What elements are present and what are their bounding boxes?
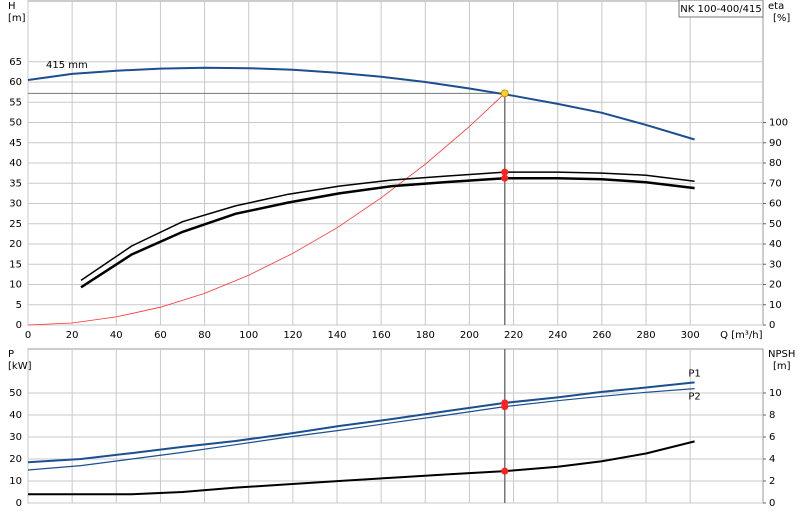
title-box — [678, 0, 764, 18]
curve — [28, 440, 695, 496]
y2-tick-label: 60 — [769, 199, 782, 210]
y-tick-label: 0 — [16, 320, 22, 331]
x-tick-label: 300 — [681, 330, 700, 341]
y-tick-label: 40 — [9, 410, 22, 421]
point — [500, 89, 509, 98]
curve — [80, 171, 695, 282]
y-tick-label: 65 — [9, 57, 22, 68]
x-tick-label: 160 — [372, 330, 391, 341]
y-axis-label: P — [8, 349, 14, 360]
curve — [27, 381, 695, 464]
y2-tick-label: 20 — [769, 280, 782, 291]
y-tick-label: 0 — [16, 498, 22, 509]
y2-tick-label: 0 — [769, 498, 775, 509]
y-tick-label: 15 — [9, 259, 22, 270]
y2-tick-label: 10 — [769, 300, 782, 311]
y2-tick-label: 2 — [769, 476, 775, 487]
y-tick-label: 30 — [9, 432, 22, 443]
y-tick-label: 50 — [9, 118, 22, 129]
y2-tick-label: 6 — [769, 432, 775, 443]
y-tick-label: 35 — [9, 178, 22, 189]
x-tick-label: 260 — [592, 330, 611, 341]
x-tick-label: 60 — [154, 330, 167, 341]
x-tick-label: 220 — [504, 330, 523, 341]
y-axis-label: H — [8, 1, 16, 12]
y2-tick-label: 30 — [769, 259, 782, 270]
y2-axis-unit: [m] — [773, 361, 791, 372]
y2-tick-label: 0 — [769, 320, 775, 331]
y-tick-label: 5 — [16, 300, 22, 311]
y-tick-label: 30 — [9, 199, 22, 210]
y-tick-label: 10 — [9, 280, 22, 291]
series-label: P1 — [688, 368, 700, 379]
y-tick-label: 10 — [9, 476, 22, 487]
x-tick-label: 0 — [25, 330, 31, 341]
point — [501, 168, 509, 176]
y2-tick-label: 10 — [769, 388, 782, 399]
y-tick-label: 50 — [9, 388, 22, 399]
y-tick-label: 20 — [9, 239, 22, 250]
chart-title: NK 100-400/415 — [680, 4, 761, 15]
x-tick-label: 20 — [66, 330, 79, 341]
y-axis-unit: [kW] — [8, 361, 32, 372]
x-tick-label: 280 — [636, 330, 655, 341]
x-tick-label: 80 — [198, 330, 211, 341]
y2-axis-label: eta — [768, 1, 784, 12]
curve — [27, 66, 695, 141]
x-axis-label: Q [m³/h] — [720, 330, 762, 341]
point — [501, 174, 509, 182]
y2-axis-unit: [%] — [773, 13, 790, 24]
y2-tick-label: 70 — [769, 178, 782, 189]
x-tick-label: 240 — [548, 330, 567, 341]
y-tick-label: 55 — [9, 97, 22, 108]
curve — [27, 93, 506, 326]
y-axis-unit: [m] — [8, 13, 26, 24]
point — [501, 403, 509, 411]
y-tick-label: 25 — [9, 219, 22, 230]
y2-tick-label: 40 — [769, 239, 782, 250]
x-tick-label: 100 — [239, 330, 258, 341]
x-tick-label: 120 — [283, 330, 302, 341]
point — [501, 467, 509, 475]
y2-tick-label: 80 — [769, 158, 782, 169]
y2-tick-label: 4 — [769, 454, 775, 465]
y-tick-label: 20 — [9, 454, 22, 465]
curve — [80, 176, 695, 289]
series-label: 415 mm — [46, 60, 88, 71]
series-label: P2 — [688, 392, 700, 403]
y2-tick-label: 8 — [769, 410, 775, 421]
y2-tick-label: 90 — [769, 138, 782, 149]
x-tick-label: 180 — [416, 330, 435, 341]
x-tick-label: 200 — [460, 330, 479, 341]
y-tick-label: 45 — [9, 138, 22, 149]
y-tick-label: 60 — [9, 77, 22, 88]
curve — [27, 388, 695, 471]
y2-axis-label: NPSH — [768, 349, 795, 360]
y-tick-label: 40 — [9, 158, 22, 169]
y2-tick-label: 50 — [769, 219, 782, 230]
plot-area — [27, 348, 764, 504]
y2-tick-label: 100 — [769, 118, 788, 129]
x-tick-label: 40 — [110, 330, 123, 341]
x-tick-label: 140 — [327, 330, 346, 341]
